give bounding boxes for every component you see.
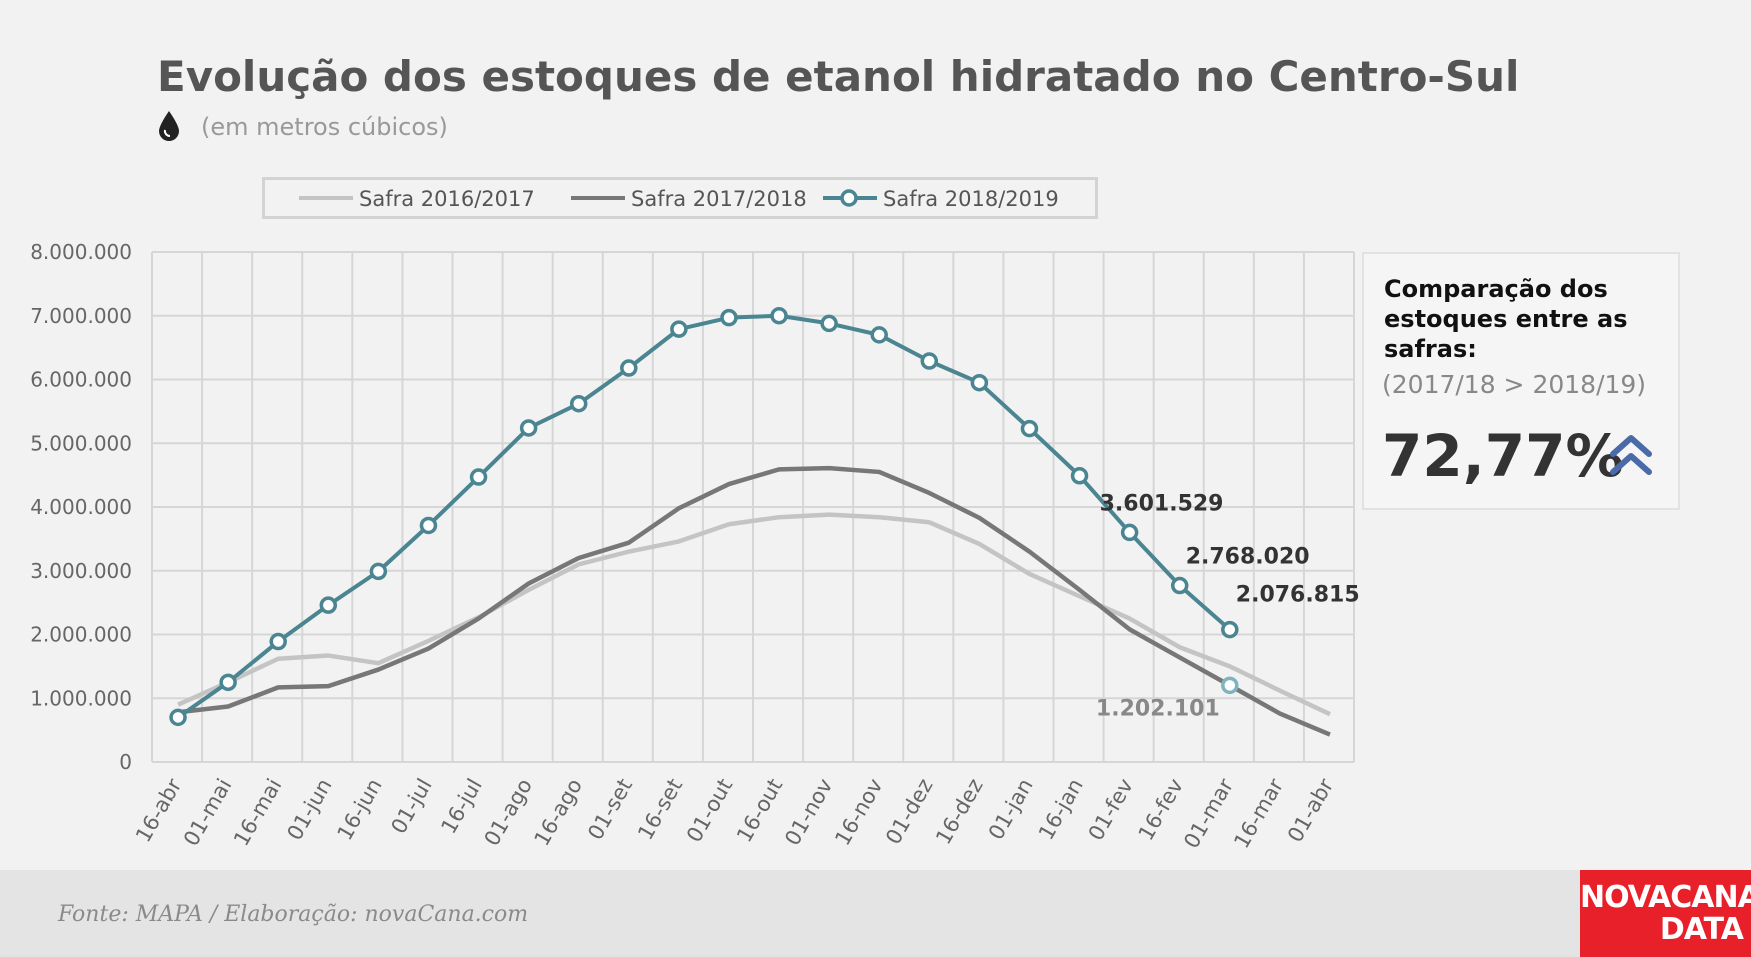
y-tick-label: 1.000.000 xyxy=(30,686,132,710)
x-tick-label: 01-jan xyxy=(984,775,1038,844)
data-point-2018-2019 xyxy=(369,562,388,581)
data-point-2018-2019 xyxy=(1070,467,1089,485)
comparison-panel: Comparação dos estoques entre as safras:… xyxy=(1362,252,1680,510)
brand-logo: NOVACANA DATA xyxy=(1580,870,1751,957)
data-point-2018-2019 xyxy=(519,419,538,437)
x-tick-label: 01-ago xyxy=(479,775,536,851)
series-line-20182019 xyxy=(176,313,1232,720)
series-line-20172018 xyxy=(177,465,1331,737)
x-tick-label: 01-dez xyxy=(881,775,938,849)
x-tick-label: 01-mai xyxy=(179,775,237,851)
y-tick-label: 7.000.000 xyxy=(30,304,132,328)
chart-subtitle: (em metros cúbicos) xyxy=(201,113,448,141)
data-point-2018-2019 xyxy=(820,314,838,333)
y-tick-label: 8.000.000 xyxy=(30,240,132,264)
x-tick-label: 01-abr xyxy=(1283,774,1339,846)
y-tick-label: 2.000.000 xyxy=(30,623,132,647)
data-label: 1.202.101 xyxy=(1096,696,1220,721)
chart-legend: Safra 2016/2017 Safra 2017/2018 Safra 20… xyxy=(262,177,1098,219)
chart-title: Evolução dos estoques de etanol hidratad… xyxy=(157,52,1520,101)
x-tick-label: 16-out xyxy=(732,775,787,847)
data-point-2018-2019 xyxy=(970,373,989,392)
x-tick-label: 16-nov xyxy=(830,775,887,850)
data-point-2018-2019 xyxy=(569,394,588,413)
legend-swatch-2018-2019 xyxy=(823,189,877,207)
legend-swatch-2017-2018 xyxy=(571,196,625,200)
data-point-2018-2019 xyxy=(670,320,688,338)
panel-subtitle: (2017/18 > 2018/19) xyxy=(1382,370,1647,399)
data-label: 2.076.815 xyxy=(1236,583,1360,608)
legend-label-2018-2019: Safra 2018/2019 xyxy=(883,187,1059,211)
data-point-2018-2019 xyxy=(1120,523,1139,542)
data-label: 2.768.020 xyxy=(1186,545,1310,570)
y-tick-label: 5.000.000 xyxy=(30,431,132,455)
panel-title: Comparação dos estoques entre as safras: xyxy=(1384,275,1628,363)
data-point-2018-2019 xyxy=(469,468,488,486)
data-point-2018-2019 xyxy=(419,516,438,535)
legend-swatch-2016-2017 xyxy=(299,196,353,200)
x-tick-label: 16-fev xyxy=(1134,775,1188,845)
line-chart: 0 1.000.000 2.000.000 3.000.000 4.000.000 5.0… xyxy=(30,240,1360,853)
x-tick-label: 16-set xyxy=(633,775,687,845)
y-tick-label: 0 xyxy=(119,750,132,774)
panel-percentage: 72,77% xyxy=(1382,422,1624,490)
x-tick-label: 16-mai xyxy=(229,775,287,851)
series-line-20162017 xyxy=(177,512,1331,717)
data-point-2018-2019 xyxy=(720,308,738,327)
y-tick-label: 4.000.000 xyxy=(30,495,132,519)
x-tick-label: 16-ago xyxy=(530,775,587,851)
x-tick-label: 16-dez xyxy=(931,775,988,849)
data-point-2018-2019 xyxy=(1020,419,1039,438)
y-tick-label: 6.000.000 xyxy=(30,368,132,392)
x-tick-label: 01-nov xyxy=(780,775,837,850)
data-point-2018-2019 xyxy=(920,352,939,370)
brand-line-2: DATA xyxy=(1659,912,1744,947)
data-point-2018-2019 xyxy=(620,359,638,377)
footer: Fonte: MAPA / Elaboração: novaCana.com xyxy=(0,870,1751,957)
x-tick-label: 01-fev xyxy=(1084,775,1138,845)
source-credit: Fonte: MAPA / Elaboração: novaCana.com xyxy=(58,902,529,927)
data-point-2018-2019 xyxy=(1170,576,1189,595)
x-tick-label: 16-mar xyxy=(1229,774,1288,852)
data-point-2018-2019 xyxy=(870,326,888,344)
data-point-2018-2019 xyxy=(319,596,338,614)
data-label: 3.601.529 xyxy=(1100,491,1224,516)
x-tick-label: 01-jul xyxy=(386,775,436,838)
legend-label-2017-2018: Safra 2017/2018 xyxy=(631,187,807,211)
x-tick-label: 16-jul xyxy=(436,775,486,838)
data-point-2018-2019 xyxy=(1221,620,1239,639)
x-tick-label: 16-jun xyxy=(333,775,387,845)
y-tick-label: 3.000.000 xyxy=(30,559,132,583)
x-tick-label: 01-jun xyxy=(282,775,336,845)
x-tick-label: 01-out xyxy=(682,775,737,847)
data-point-2017-2018-highlight xyxy=(1221,676,1239,695)
x-tick-label: 01-set xyxy=(583,775,637,845)
x-tick-label: 16-abr xyxy=(131,774,187,846)
data-point-2018-2019 xyxy=(269,632,287,651)
legend-label-2016-2017: Safra 2016/2017 xyxy=(359,187,535,211)
data-point-2018-2019 xyxy=(219,673,237,692)
brand-line-1: NOVACANA xyxy=(1580,880,1751,915)
drop-icon xyxy=(159,111,179,141)
double-chevron-up-icon xyxy=(1610,435,1652,475)
data-point-2018-2019 xyxy=(169,708,187,727)
x-tick-label: 16-jan xyxy=(1034,775,1088,844)
data-point-2018-2019 xyxy=(770,307,788,325)
